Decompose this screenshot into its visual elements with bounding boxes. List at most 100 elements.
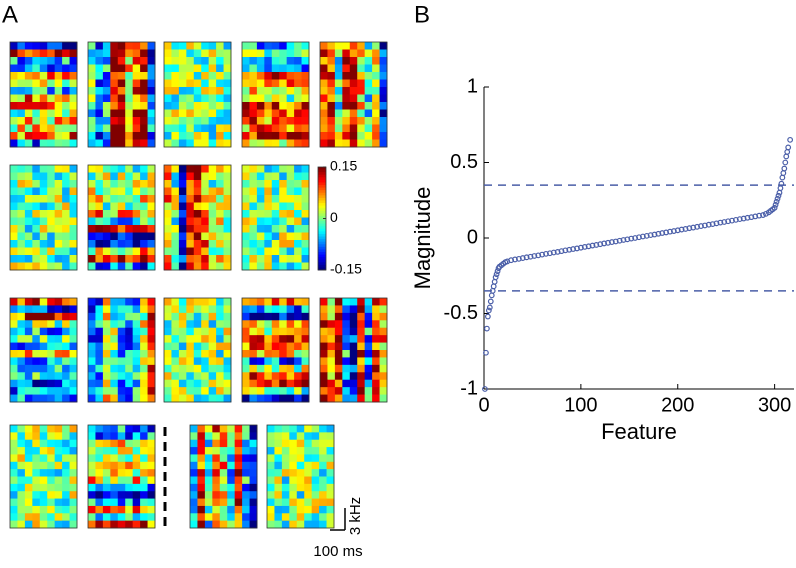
heatmap-cell xyxy=(334,94,343,103)
heatmap-cell xyxy=(234,513,243,522)
heatmap-cell xyxy=(212,513,221,522)
point xyxy=(736,216,743,223)
heatmap-cell xyxy=(190,520,198,529)
heatmap-cell xyxy=(201,247,210,256)
heatmap-cell xyxy=(264,364,273,373)
heatmap-cell xyxy=(227,513,236,522)
heatmap-cell xyxy=(39,117,48,125)
heatmap-cell xyxy=(117,372,126,381)
heatmap-cell xyxy=(140,109,148,118)
heatmap-cell xyxy=(301,350,310,358)
heatmap-cell xyxy=(47,350,56,358)
heatmap-cell xyxy=(147,262,156,271)
heatmap-cell xyxy=(62,469,70,477)
heatmap-cell xyxy=(256,312,265,321)
heatmap-cell xyxy=(208,320,217,329)
heatmap-cell xyxy=(132,327,141,336)
heatmap-cell xyxy=(208,217,217,226)
colorbar-cell xyxy=(318,257,326,261)
heatmap-cell xyxy=(242,454,250,463)
heatmap-cell xyxy=(132,379,141,388)
heatmap-cell xyxy=(95,491,104,499)
heatmap-cell xyxy=(319,432,327,441)
heatmap-cell xyxy=(219,439,228,448)
colorbar-cell xyxy=(318,210,326,214)
heatmap-cell xyxy=(125,57,134,65)
heatmap-cell xyxy=(178,172,187,181)
heatmap-cell xyxy=(201,342,210,351)
heatmap-cell xyxy=(208,139,217,148)
heatmap-cell xyxy=(95,432,104,441)
heatmap-cell xyxy=(95,350,104,358)
heatmap-cell xyxy=(110,172,119,181)
heatmap-cell xyxy=(24,262,33,271)
heatmap-cell xyxy=(110,372,119,381)
heatmap-cell xyxy=(271,320,280,329)
heatmap-cell xyxy=(286,305,295,314)
heatmap-cell xyxy=(186,312,195,321)
heatmap-cell xyxy=(349,364,358,373)
heatmap-cell xyxy=(110,180,119,188)
heatmap-cell xyxy=(193,217,202,226)
heatmap-cell xyxy=(164,180,172,188)
heatmap-cell xyxy=(208,172,217,181)
heatmap-cell xyxy=(69,335,78,343)
heatmap-cell xyxy=(264,350,273,358)
heatmap-cell xyxy=(102,425,111,433)
heatmap-cell xyxy=(186,232,195,241)
heatmap-cell xyxy=(234,498,243,507)
heatmap-cell xyxy=(311,505,320,514)
heatmap-cell xyxy=(47,49,56,58)
heatmap-cell xyxy=(286,172,295,181)
heatmap-cell xyxy=(364,372,373,381)
heatmap-cell xyxy=(62,432,70,441)
heatmap-cell xyxy=(279,187,288,196)
heatmap-cell xyxy=(208,109,217,118)
heatmap-cell xyxy=(140,483,148,492)
heatmap-cell xyxy=(132,132,141,140)
heatmap-cell xyxy=(132,483,141,492)
colorbar-cell xyxy=(318,208,326,212)
heatmap-cell xyxy=(62,491,70,499)
heatmap-cell xyxy=(319,469,327,477)
heatmap-cell xyxy=(88,240,96,248)
heatmap-cell xyxy=(320,350,328,358)
heatmap-cell xyxy=(279,124,288,133)
heatmap-cell xyxy=(249,255,258,263)
heatmap-cell xyxy=(171,298,180,306)
heatmap-cell xyxy=(234,520,243,529)
heatmap-cell xyxy=(47,64,56,73)
heatmap-cell xyxy=(88,498,96,507)
heatmap-cell xyxy=(286,240,295,248)
heatmap-cell xyxy=(164,255,172,263)
heatmap-cell xyxy=(125,247,134,256)
heatmap-cell xyxy=(294,327,302,336)
heatmap-cell xyxy=(327,335,336,343)
heatmap-cell xyxy=(193,72,202,80)
heatmap-cell xyxy=(171,42,180,50)
heatmap-cell xyxy=(286,357,295,366)
heatmap-cell xyxy=(242,357,250,366)
heatmap-cell xyxy=(95,298,104,306)
heatmap-cell xyxy=(294,312,302,321)
x-tick-label: 300 xyxy=(758,394,791,416)
heatmap-cell xyxy=(110,320,119,329)
heatmap-cell xyxy=(24,447,33,455)
heatmap-cell xyxy=(88,425,96,433)
heatmap-cell xyxy=(364,364,373,373)
heatmap-cell xyxy=(10,505,18,514)
heatmap-cell xyxy=(372,72,380,80)
heatmap-cell xyxy=(110,461,119,470)
heatmap-cell xyxy=(264,217,273,226)
heatmap-cell xyxy=(125,94,134,103)
heatmap-cell xyxy=(334,87,343,95)
heatmap-cell xyxy=(88,180,96,188)
point xyxy=(686,225,693,232)
heatmap-cell xyxy=(10,372,18,381)
heatmap-cell xyxy=(69,364,78,373)
heatmap-cell xyxy=(304,513,313,522)
heatmap-cell xyxy=(334,357,343,366)
heatmap-cell xyxy=(286,94,295,103)
heatmap-cell xyxy=(54,225,63,233)
heatmap-cell xyxy=(219,498,228,507)
